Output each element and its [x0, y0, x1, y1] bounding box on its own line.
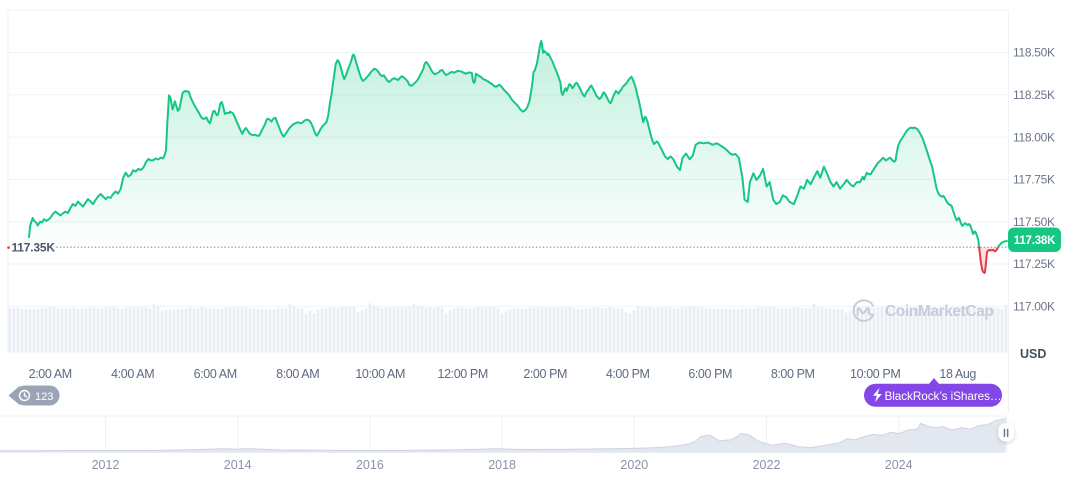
svg-text:8:00 PM: 8:00 PM [771, 367, 815, 381]
svg-text:2016: 2016 [356, 458, 384, 472]
svg-text:117.38K: 117.38K [1014, 235, 1056, 247]
svg-text:2024: 2024 [885, 458, 913, 472]
svg-text:117.75K: 117.75K [1013, 173, 1055, 187]
svg-text:4:00 AM: 4:00 AM [111, 367, 154, 381]
svg-text:2020: 2020 [620, 458, 648, 472]
svg-text:USD: USD [1020, 347, 1046, 361]
svg-text:2:00 PM: 2:00 PM [523, 367, 567, 381]
svg-text:118.50K: 118.50K [1013, 46, 1055, 60]
svg-text:12:00 PM: 12:00 PM [438, 367, 488, 381]
svg-text:10:00 AM: 10:00 AM [355, 367, 405, 381]
svg-text:18 Aug: 18 Aug [939, 367, 976, 381]
svg-text:2022: 2022 [753, 458, 781, 472]
svg-text:10:00 PM: 10:00 PM [850, 367, 900, 381]
svg-text:2012: 2012 [92, 458, 120, 472]
svg-text:117.50K: 117.50K [1013, 215, 1055, 229]
svg-text:4:00 PM: 4:00 PM [606, 367, 650, 381]
svg-text:117.00K: 117.00K [1013, 300, 1055, 314]
svg-text:CoinMarketCap: CoinMarketCap [885, 303, 994, 320]
svg-text:117.25K: 117.25K [1013, 257, 1055, 271]
svg-text:6:00 PM: 6:00 PM [688, 367, 732, 381]
svg-text:2014: 2014 [224, 458, 252, 472]
svg-text:123: 123 [35, 391, 53, 403]
svg-text:8:00 AM: 8:00 AM [276, 367, 319, 381]
svg-text:117.35K: 117.35K [12, 241, 56, 255]
svg-text:118.00K: 118.00K [1013, 130, 1055, 144]
svg-text:2:00 AM: 2:00 AM [29, 367, 72, 381]
svg-text:118.25K: 118.25K [1013, 88, 1055, 102]
svg-text:6:00 AM: 6:00 AM [194, 367, 237, 381]
svg-text:2018: 2018 [488, 458, 516, 472]
svg-text:BlackRock’s iShares…: BlackRock’s iShares… [885, 389, 1002, 403]
